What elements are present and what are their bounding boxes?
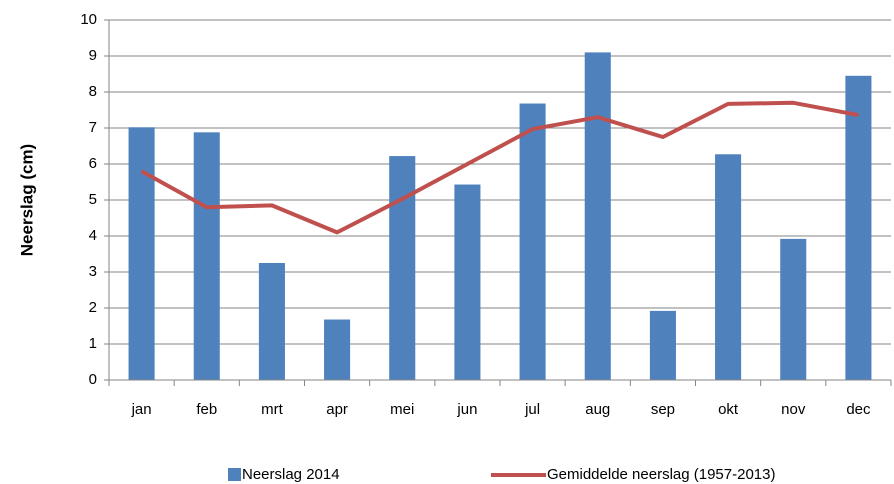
y-tick-label: 6 <box>89 155 97 172</box>
x-tick-label: jun <box>456 401 477 418</box>
y-tick-label: 1 <box>89 335 97 352</box>
bar <box>454 184 481 380</box>
bar <box>649 310 676 380</box>
x-tick-label: feb <box>196 401 217 418</box>
y-tick-label: 3 <box>89 263 97 280</box>
bar <box>519 103 546 381</box>
x-tick-label: nov <box>781 401 806 418</box>
x-tick-label: dec <box>846 401 871 418</box>
legend-swatch <box>228 468 241 481</box>
x-tick-label: okt <box>718 401 739 418</box>
y-tick-label: 10 <box>80 11 97 28</box>
y-tick-label: 4 <box>89 227 97 244</box>
x-tick-label: aug <box>585 401 610 418</box>
bar <box>324 319 351 380</box>
bar <box>845 75 872 381</box>
y-tick-label: 8 <box>89 83 97 100</box>
bar <box>258 263 285 380</box>
y-tick-label: 0 <box>89 371 97 388</box>
x-tick-label: mei <box>390 401 414 418</box>
line <box>140 100 859 235</box>
bar <box>584 52 611 381</box>
x-tick-label: apr <box>326 401 348 418</box>
y-tick-label: 2 <box>89 299 97 316</box>
bar <box>193 132 220 380</box>
legend-label: Neerslag 2014 <box>242 466 340 483</box>
bar <box>128 127 155 380</box>
x-tick-label: sep <box>651 401 675 418</box>
y-tick-label: 5 <box>89 191 97 208</box>
bar <box>715 154 742 380</box>
bar <box>780 238 807 380</box>
x-tick-label: jan <box>131 401 152 418</box>
y-axis-label: Neerslag (cm) <box>17 144 36 256</box>
y-tick-label: 7 <box>89 119 97 136</box>
x-tick-label: mrt <box>261 401 283 418</box>
bar <box>389 156 416 380</box>
legend-label: Gemiddelde neerslag (1957-2013) <box>547 466 775 483</box>
y-tick-label: 9 <box>89 47 97 64</box>
x-tick-label: jul <box>524 401 540 418</box>
